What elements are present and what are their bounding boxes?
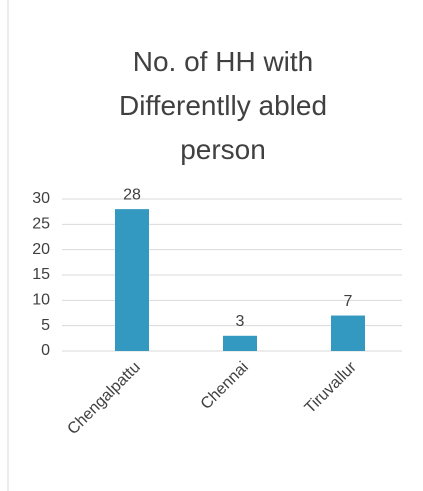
y-tick-label: 10 [32, 292, 50, 309]
y-tick-label: 20 [32, 241, 50, 258]
y-tick-label: 0 [41, 342, 50, 359]
bar [115, 209, 149, 351]
x-tick-label: Tiruvallur [302, 358, 361, 417]
data-label: 28 [123, 186, 141, 203]
bar [223, 335, 257, 351]
data-label: 3 [236, 313, 245, 330]
y-tick-label: 15 [32, 266, 50, 283]
x-tick-label: Chennai [198, 359, 252, 413]
y-tick-label: 30 [32, 190, 50, 207]
x-tick-label: Chengalpattu [64, 359, 143, 438]
y-tick-label: 5 [41, 317, 50, 334]
chart-title: No. of HH with Differentlly abled person [118, 46, 328, 165]
y-tick-label: 25 [32, 216, 50, 233]
data-label: 7 [344, 293, 353, 310]
bar [331, 315, 365, 351]
